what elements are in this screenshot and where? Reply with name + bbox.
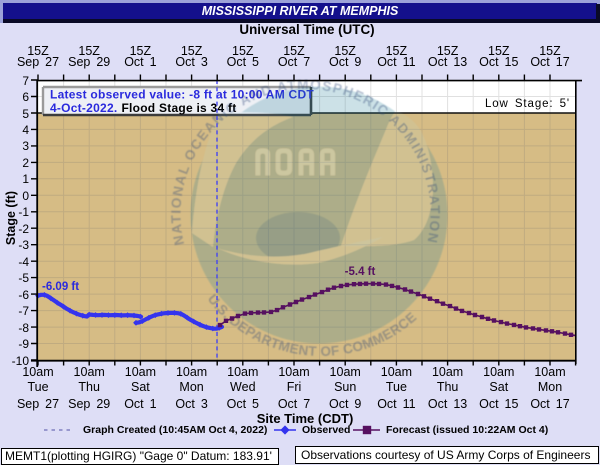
svg-text:-5.4 ft: -5.4 ft	[345, 266, 376, 278]
svg-text:-6.09 ft: -6.09 ft	[42, 281, 79, 293]
svg-text:4-Oct-2022.Flood Stage is 34 f: 4-Oct-2022. Flood Stage is 34 ft	[50, 101, 236, 115]
svg-text:Low Stage: 5': Low Stage: 5'	[485, 98, 570, 110]
svg-text:Latest observed value: -8 ft a: Latest observed value: -8 ft at 10:00 AM…	[50, 88, 314, 102]
